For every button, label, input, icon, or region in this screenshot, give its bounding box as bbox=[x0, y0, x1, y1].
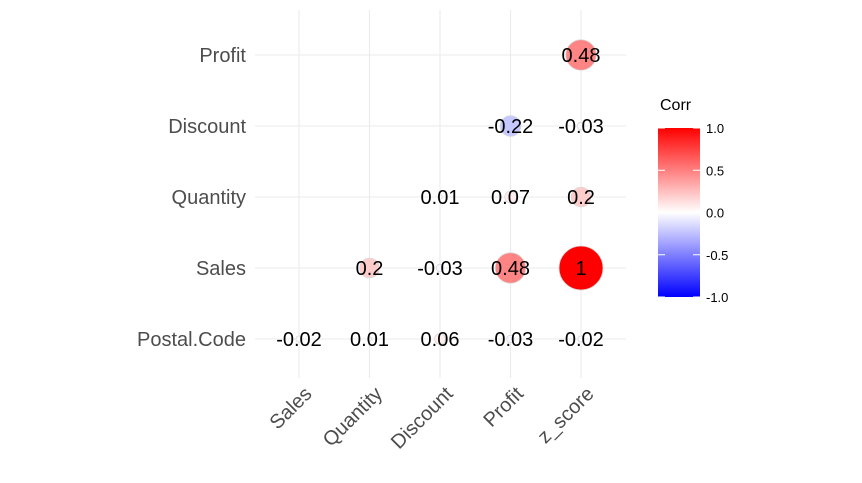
y-tick-sales: Sales bbox=[196, 258, 246, 280]
legend-tick-label-1m0: 1.0 bbox=[706, 121, 724, 136]
corr-label-profit-quantity: 0.07 bbox=[491, 187, 530, 209]
x-tick-sales: Sales bbox=[266, 383, 317, 434]
corr-label-z-score-discount: -0.03 bbox=[558, 116, 604, 138]
x-axis: Sales Quantity Discount Profit z_score bbox=[266, 383, 599, 454]
corr-label-z-score-postal-code: -0.02 bbox=[558, 329, 604, 351]
corr-circle-discount-postal-code bbox=[434, 333, 446, 345]
corr-circle-profit-sales bbox=[494, 252, 527, 284]
x-tick-profit: Profit bbox=[479, 383, 528, 432]
corr-circle-z-score-discount bbox=[576, 121, 586, 131]
corr-label-quantity-sales: 0.2 bbox=[356, 258, 384, 280]
y-tick-quantity: Quantity bbox=[172, 187, 246, 209]
corr-label-discount-postal-code: 0.06 bbox=[421, 329, 460, 351]
corr-label-z-score-sales: 1 bbox=[575, 258, 586, 280]
corr-label-quantity-postal-code: 0.01 bbox=[350, 329, 389, 351]
corr-label-sales-postal-code: -0.02 bbox=[276, 329, 322, 351]
corr-circle-z-score-postal-code bbox=[577, 335, 585, 343]
y-axis: Profit Discount Quantity Sales Postal.Code bbox=[137, 45, 246, 351]
corr-label-discount-quantity: 0.01 bbox=[421, 187, 460, 209]
corr-label-profit-postal-code: -0.03 bbox=[488, 329, 534, 351]
x-tick-z-score: z_score bbox=[533, 383, 598, 448]
legend: Corr 1.0 0.5 0.0 -0.5 -1.0 bbox=[658, 97, 728, 305]
corr-circle-discount-sales bbox=[435, 263, 445, 273]
corr-label-discount-sales: -0.03 bbox=[417, 258, 463, 280]
corr-label-profit-discount: -0.22 bbox=[488, 116, 534, 138]
corr-circle-quantity-postal-code bbox=[366, 336, 373, 342]
x-tick-quantity: Quantity bbox=[319, 383, 387, 451]
corr-circle-profit-discount bbox=[499, 115, 522, 137]
y-tick-discount: Discount bbox=[168, 116, 246, 138]
legend-tick-label-m1-0: -1.0 bbox=[706, 290, 728, 305]
y-tick-postal-code: Postal.Code bbox=[137, 329, 246, 351]
corr-circle-z-score-quantity bbox=[570, 186, 592, 208]
x-tick-discount: Discount bbox=[387, 383, 458, 454]
legend-title: Corr bbox=[660, 97, 692, 114]
y-tick-profit: Profit bbox=[199, 45, 246, 67]
correlation-labels: 0.48 -0.22 -0.03 0.01 0.07 0.2 0.2 -0.03 0.48 1 -0… bbox=[276, 45, 604, 351]
legend-ticks: 1.0 0.5 0.0 -0.5 -1.0 bbox=[658, 121, 728, 305]
corr-circle-profit-quantity bbox=[504, 190, 517, 204]
correlation-circles bbox=[295, 39, 604, 345]
legend-tick-label-m0-5: -0.5 bbox=[706, 248, 728, 263]
corr-circle-sales-postal-code bbox=[295, 335, 303, 343]
corr-circle-discount-quantity bbox=[437, 194, 443, 200]
corr-circle-z-score-profit bbox=[565, 39, 597, 71]
corr-circle-z-score-sales bbox=[558, 245, 604, 291]
corr-circle-quantity-sales bbox=[359, 257, 380, 279]
corr-circle-profit-postal-code bbox=[506, 334, 515, 344]
legend-tick-label-0m5: 0.5 bbox=[706, 163, 724, 178]
corr-label-z-score-profit: 0.48 bbox=[562, 45, 601, 67]
legend-tick-label-0m0: 0.0 bbox=[706, 206, 724, 221]
corr-label-profit-sales: 0.48 bbox=[491, 258, 530, 280]
corr-label-z-score-quantity: 0.2 bbox=[567, 187, 595, 209]
